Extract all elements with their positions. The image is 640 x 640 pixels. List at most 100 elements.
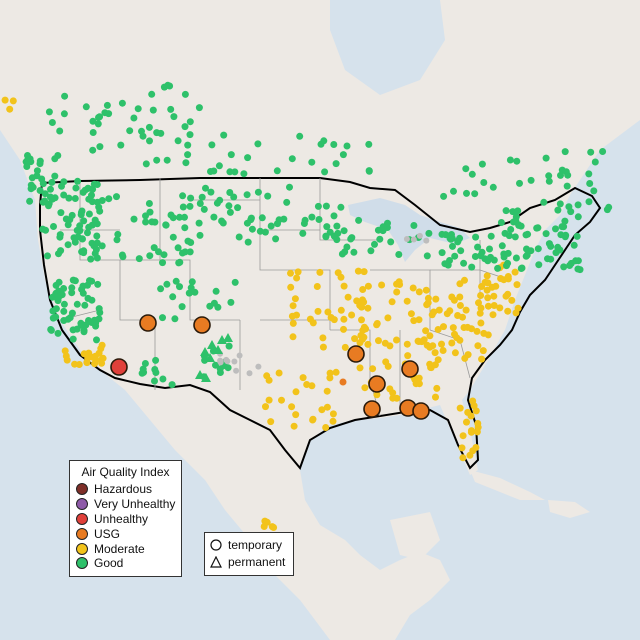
monitor-site (219, 219, 227, 227)
monitor-site (64, 315, 72, 323)
monitor-site (425, 229, 433, 237)
monitor-site (235, 233, 243, 241)
monitor-site (432, 393, 439, 401)
monitor-site (91, 316, 98, 324)
monitor-site (263, 518, 271, 526)
monitor-site (184, 151, 192, 159)
monitor-site (47, 326, 55, 333)
monitor-site (55, 293, 63, 301)
monitor-site (340, 282, 348, 290)
monitor-site (477, 252, 485, 260)
monitor-site (574, 257, 582, 265)
monitor-site (420, 336, 428, 344)
monitor-site (545, 177, 553, 185)
monitor-site (71, 195, 79, 202)
monitor-site (474, 420, 482, 427)
legend-item-very-unhealthy: Very Unhealthy (70, 497, 181, 512)
monitor-site (409, 284, 417, 292)
monitor-site (94, 280, 102, 288)
monitor-site (118, 99, 126, 107)
monitor-site (96, 143, 104, 151)
temporary-site (401, 360, 419, 378)
monitor-site (130, 114, 138, 122)
monitor-site (88, 239, 96, 247)
monitor-site (513, 157, 521, 165)
monitor-site (82, 321, 90, 329)
monitor-site (354, 267, 362, 275)
monitor-site (288, 155, 296, 163)
monitor-site (371, 240, 378, 248)
temporary-site (110, 358, 128, 376)
monitor-site (511, 268, 519, 276)
monitor-site (114, 230, 122, 238)
monitor-site (364, 304, 372, 312)
monitor-site-permanent (207, 340, 217, 349)
monitor-site (299, 374, 307, 382)
monitor-site (47, 185, 54, 193)
monitor-site (134, 105, 142, 113)
monitor-site (169, 293, 177, 301)
monitor-site (483, 272, 491, 280)
monitor-site (327, 314, 335, 321)
monitor-site (321, 168, 329, 176)
site-type-legend: temporary permanent (204, 532, 294, 576)
monitor-site (138, 127, 145, 135)
monitor-site (478, 160, 486, 168)
monitor-site (403, 236, 410, 242)
monitor-site-permanent (200, 347, 210, 356)
monitor-site (470, 402, 478, 410)
monitor-site (426, 343, 434, 351)
type-label-permanent: permanent (228, 554, 286, 569)
monitor-site (89, 117, 97, 125)
monitor-site (323, 223, 331, 231)
monitor-site (522, 231, 530, 239)
monitor-site (230, 193, 238, 201)
monitor-site (431, 349, 439, 357)
monitor-site (449, 324, 457, 332)
monitor-site (508, 296, 516, 304)
monitor-site (451, 252, 459, 260)
monitor-site (95, 114, 102, 121)
monitor-site (522, 252, 530, 260)
monitor-site (326, 374, 334, 382)
monitor-site (55, 250, 62, 258)
monitor-site (289, 319, 297, 327)
monitor-site (468, 170, 476, 178)
monitor-site (212, 361, 219, 369)
legend-swatch-good (76, 557, 88, 570)
monitor-site (341, 343, 349, 351)
monitor-site (498, 242, 506, 250)
monitor-site (176, 213, 183, 221)
monitor-site (286, 183, 293, 191)
monitor-site (373, 320, 381, 327)
monitor-site (80, 350, 88, 358)
monitor-site (552, 249, 560, 257)
monitor-site (472, 444, 480, 451)
monitor-site (36, 157, 44, 165)
monitor-site (289, 302, 297, 310)
monitor-site (422, 327, 430, 335)
monitor-site (187, 284, 195, 292)
monitor-site (480, 179, 488, 186)
monitor-site (434, 356, 442, 364)
monitor-site (431, 361, 439, 369)
monitor-site (287, 269, 294, 277)
monitor-site (61, 92, 69, 100)
monitor-site (169, 214, 177, 222)
monitor-site (79, 282, 87, 290)
monitor-site (463, 189, 470, 197)
monitor-site (462, 306, 470, 314)
monitor-site (514, 304, 522, 312)
monitor-site (172, 277, 180, 285)
monitor-site (484, 294, 492, 302)
yucatan (390, 512, 440, 560)
monitor-site (178, 303, 186, 311)
monitor-site (319, 334, 327, 342)
monitor-site (288, 403, 296, 411)
monitor-site (517, 222, 525, 230)
monitor-site (290, 422, 298, 430)
monitor-site (163, 280, 171, 288)
monitor-site (243, 191, 251, 199)
monitor-site-permanent (205, 353, 215, 362)
monitor-site (60, 300, 68, 308)
